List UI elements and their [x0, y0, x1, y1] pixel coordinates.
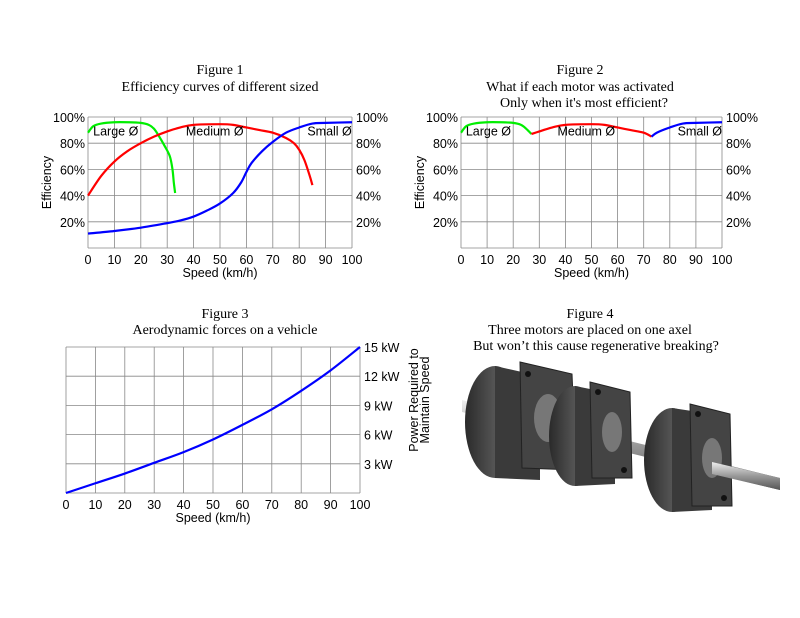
x-axis-label: Speed (km/h)	[175, 511, 250, 525]
x-tick-label: 60	[239, 253, 253, 267]
figure3-chart: 0 10 20 30 40 50 60 70 80 90 100 Speed (km/h) 3 kW 6 …	[63, 341, 432, 525]
figure1-title: Efficiency curves of different sized	[122, 80, 319, 95]
x-tick-label: 60	[611, 253, 625, 267]
series-line-medium	[531, 123, 653, 138]
x-axis-label: Speed (km/h)	[182, 266, 257, 280]
x-tick-label: 50	[213, 253, 227, 267]
motor-small	[644, 403, 733, 512]
motor-medium	[549, 381, 633, 486]
x-tick-label: 30	[147, 498, 161, 512]
x-tick-label: 100	[350, 498, 371, 512]
x-tick-label: 50	[206, 498, 220, 512]
y-tick-label-right: 9 kW	[364, 399, 393, 413]
figure3-label: Figure 3	[201, 307, 248, 322]
figure2-subtitle: Only when it's most efficient?	[500, 96, 668, 111]
series-label: Small Ø	[307, 124, 352, 138]
x-tick-label: 90	[319, 253, 333, 267]
x-tick-label: 90	[324, 498, 338, 512]
x-tick-label: 10	[107, 253, 121, 267]
y-tick-label-right: 40%	[726, 190, 751, 204]
figure1-chart: 0 10 20 30 40 50 60 70 80 90 100 Speed (km/h) 20% 40%…	[40, 111, 388, 280]
x-tick-label: 30	[532, 253, 546, 267]
series-line-small	[650, 121, 723, 138]
y-tick-label-right: 100%	[726, 111, 758, 125]
y-tick-label-left: 100%	[53, 111, 85, 125]
x-tick-label: 10	[88, 498, 102, 512]
y-tick-label-left: 100%	[426, 111, 458, 125]
y-tick-label-left: 20%	[60, 216, 85, 230]
x-tick-label: 40	[187, 253, 201, 267]
x-tick-label: 40	[177, 498, 191, 512]
x-tick-label: 60	[235, 498, 249, 512]
x-tick-label: 0	[63, 498, 70, 512]
y-axis-label: Power Required to	[407, 348, 421, 452]
figure2-label: Figure 2	[556, 63, 603, 78]
y-tick-label-left: 40%	[433, 190, 458, 204]
y-tick-label-right: 20%	[356, 216, 381, 230]
y-tick-label-left: 40%	[60, 190, 85, 204]
y-axis-label: Efficiency	[413, 155, 427, 209]
y-tick-label-right: 15 kW	[364, 341, 400, 355]
series-label: Small Ø	[678, 124, 723, 138]
x-tick-label: 70	[265, 498, 279, 512]
x-tick-label: 80	[292, 253, 306, 267]
x-tick-label: 70	[266, 253, 280, 267]
series-line-small	[87, 121, 353, 235]
x-tick-label: 20	[134, 253, 148, 267]
x-tick-label: 80	[294, 498, 308, 512]
y-axis-label: Maintain Speed	[418, 357, 432, 444]
series-line-large	[460, 121, 533, 135]
y-tick-label-right: 100%	[356, 111, 388, 125]
series-label: Large Ø	[93, 124, 138, 138]
y-tick-label-right: 20%	[726, 216, 751, 230]
series-line-power	[65, 346, 361, 495]
y-tick-label-left: 60%	[433, 163, 458, 177]
y-tick-label-left: 80%	[433, 137, 458, 151]
x-tick-label: 40	[558, 253, 572, 267]
figure2-chart: 0 10 20 30 40 50 60 70 80 90 100 Speed (km/h) 20% 40%…	[413, 111, 758, 280]
series-label: Medium Ø	[557, 124, 615, 138]
figure1-label: Figure 1	[196, 63, 243, 78]
x-tick-label: 80	[663, 253, 677, 267]
motors-illustration	[462, 361, 780, 512]
series-line-large	[87, 121, 177, 194]
series-label: Large Ø	[466, 124, 511, 138]
figure4-subtitle: But won’t this cause regenerative breaki…	[473, 339, 719, 354]
y-tick-label-right: 12 kW	[364, 370, 400, 384]
x-axis-label: Speed (km/h)	[554, 266, 629, 280]
series-line-medium	[87, 123, 314, 197]
x-tick-label: 70	[637, 253, 651, 267]
figure4-title: Three motors are placed on one axel	[488, 323, 692, 338]
y-tick-label-right: 60%	[356, 163, 381, 177]
y-tick-label-right: 80%	[726, 137, 751, 151]
x-tick-label: 0	[85, 253, 92, 267]
y-tick-label-right: 3 kW	[364, 458, 393, 472]
x-tick-label: 0	[458, 253, 465, 267]
figure4-label: Figure 4	[566, 307, 613, 322]
y-tick-label-right: 80%	[356, 137, 381, 151]
x-tick-label: 10	[480, 253, 494, 267]
series-label: Medium Ø	[186, 124, 244, 138]
y-tick-label-left: 20%	[433, 216, 458, 230]
y-tick-label-left: 80%	[60, 137, 85, 151]
x-tick-label: 100	[342, 253, 363, 267]
x-tick-label: 90	[689, 253, 703, 267]
x-tick-label: 30	[160, 253, 174, 267]
figure3-title: Aerodynamic forces on a vehicle	[132, 323, 317, 338]
x-tick-label: 50	[585, 253, 599, 267]
y-tick-label-right: 60%	[726, 163, 751, 177]
y-tick-label-right: 6 kW	[364, 429, 393, 443]
y-tick-label-left: 60%	[60, 163, 85, 177]
y-tick-label-right: 40%	[356, 190, 381, 204]
y-axis-label: Efficiency	[40, 155, 54, 209]
x-tick-label: 100	[712, 253, 733, 267]
figure2-title: What if each motor was activated	[486, 80, 674, 95]
x-tick-label: 20	[506, 253, 520, 267]
x-tick-label: 20	[118, 498, 132, 512]
